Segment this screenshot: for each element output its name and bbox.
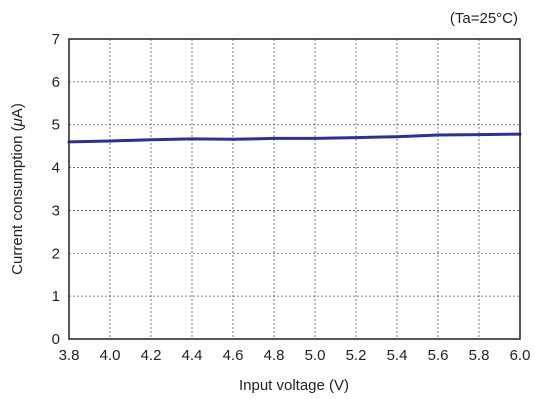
x-tick-label: 4.2 [141,347,162,364]
y-tick-label: 5 [52,117,60,134]
x-tick-label: 4.0 [100,347,121,364]
y-tick-label: 1 [52,288,60,305]
series-line [67,132,522,144]
x-tick-label: 4.4 [182,347,203,364]
y-tick-label: 2 [52,245,60,262]
x-tick-label: 5.0 [305,347,326,364]
x-tick-label: 4.6 [223,347,244,364]
y-axis-label: Current consumption (μA) [9,103,26,275]
y-axis-label-suffix: A) [9,103,26,118]
y-axis-label-unit: μ [9,118,26,127]
x-tick-label: 5.4 [387,347,408,364]
y-tick-label: 3 [52,202,60,219]
gridlines [69,39,520,339]
x-tick-labels: 3.8 4.0 4.2 4.4 4.6 4.8 5.0 5.2 5.4 5.6 5.8 6.0 [59,347,531,364]
x-tick-label: 5.8 [469,347,490,364]
x-tick-label: 4.8 [264,347,285,364]
x-tick-label: 5.2 [346,347,367,364]
y-tick-label: 7 [52,31,60,48]
plot-frame [68,38,521,340]
x-tick-label: 5.6 [428,347,449,364]
x-tick-label: 3.8 [59,347,80,364]
annotation-text: (Ta=25°C) [450,10,518,27]
y-tick-label: 4 [52,160,60,177]
x-tick-label: 6.0 [510,347,531,364]
x-axis-label: Input voltage (V) [239,377,349,394]
y-tick-label: 6 [52,74,60,91]
y-tick-label: 0 [52,331,60,348]
y-tick-labels: 0 1 2 3 4 5 6 7 [52,31,60,348]
y-axis-label-prefix: Current consumption ( [9,126,26,274]
